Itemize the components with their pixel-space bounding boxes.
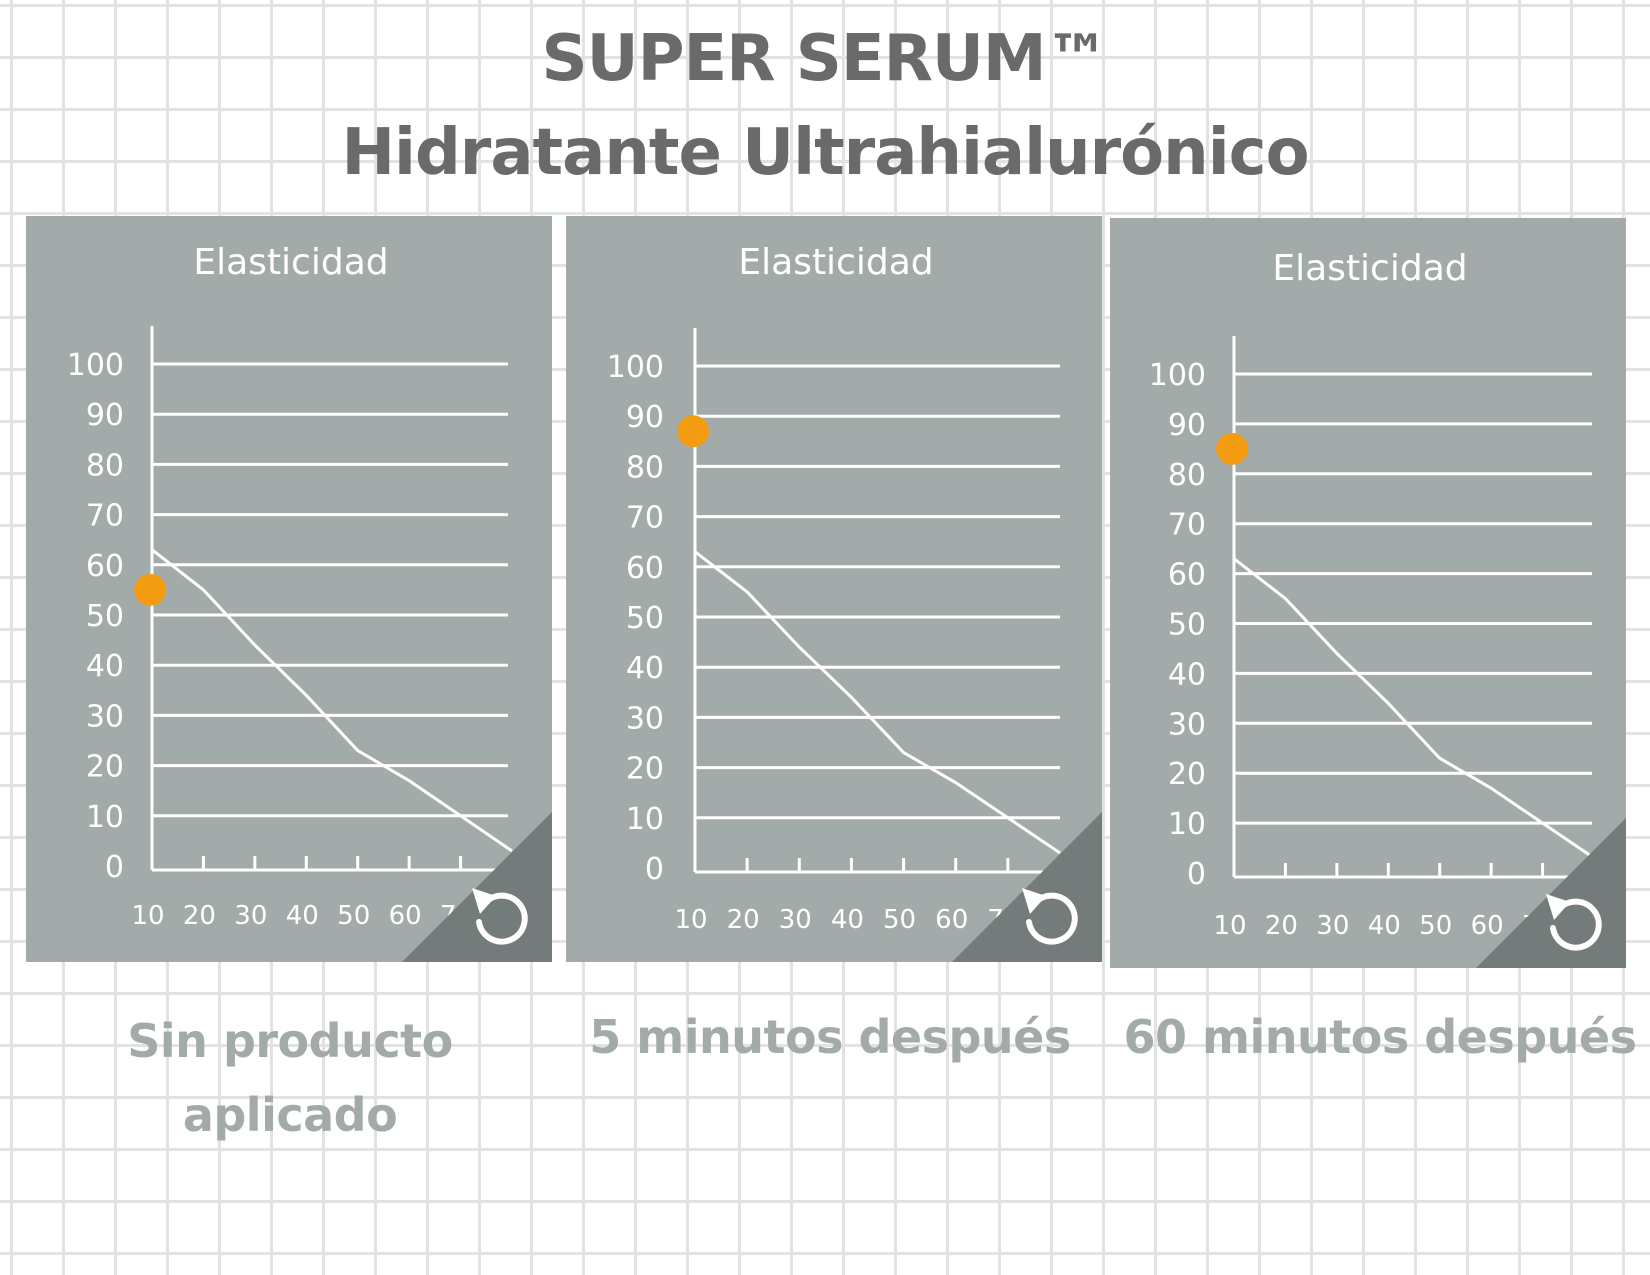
series-line-0 [1233, 557, 1595, 860]
x-tick-label-20: 20 [1265, 911, 1298, 941]
series-line-0 [151, 548, 513, 853]
reset-icon [472, 888, 528, 945]
y-tick-label-100: 100 [67, 348, 124, 383]
y-tick-label-70: 70 [86, 499, 124, 534]
y-tick-label-10: 10 [626, 802, 664, 837]
data-marker [1216, 432, 1248, 465]
reset-icon-arrow [472, 888, 496, 914]
series-line-0 [694, 550, 1061, 855]
y-tick-label-50: 50 [626, 601, 664, 636]
y-tick-label-80: 80 [626, 450, 664, 485]
caption-sin-producto: Sin producto aplicado [127, 1014, 469, 1142]
y-tick-label-20: 20 [1168, 757, 1206, 792]
chart-title: Elasticidad [738, 242, 933, 283]
elasticity-chart: Elasticidad 0 10 20 30 40 50 60 70 80 90 100 10 20 30 4… [607, 242, 1102, 962]
y-tick-label-90: 90 [1168, 408, 1206, 443]
x-tick-label-50: 50 [337, 901, 370, 931]
x-tick-label-30: 30 [1316, 911, 1349, 941]
y-tick-label-0: 0 [645, 852, 664, 887]
y-tick-label-30: 30 [86, 699, 124, 734]
x-tick-label-30: 30 [779, 905, 812, 935]
y-tick-label-50: 50 [1168, 608, 1206, 643]
x-tick-label-20: 20 [183, 901, 216, 931]
page-title: SUPER SERUM™ [541, 22, 1110, 96]
reset-icon-arc [1550, 898, 1602, 951]
page-subtitle: Hidratante Ultrahialurónico [341, 116, 1309, 190]
x-tick-label-60: 60 [935, 905, 968, 935]
y-tick-label-80: 80 [86, 448, 124, 483]
x-tick-label-30: 30 [234, 901, 267, 931]
reset-icon-arc [476, 892, 528, 945]
x-tick-label-40: 40 [286, 901, 319, 931]
y-tick-label-30: 30 [626, 701, 664, 736]
chart-title: Elasticidad [1272, 248, 1467, 289]
x-tick-label-10: 10 [674, 905, 707, 935]
data-marker [677, 415, 709, 448]
y-tick-label-50: 50 [86, 599, 124, 634]
x-tick-label-50: 50 [1419, 911, 1452, 941]
x-tick-label-50: 50 [883, 905, 916, 935]
y-tick-label-0: 0 [1187, 857, 1206, 892]
y-tick-label-10: 10 [86, 800, 124, 835]
y-tick-label-70: 70 [1168, 508, 1206, 543]
y-tick-label-0: 0 [105, 850, 124, 885]
chart-title: Elasticidad [193, 242, 388, 283]
y-tick-label-10: 10 [1168, 807, 1206, 842]
reset-icon [1546, 894, 1602, 951]
caption-5-minutos: 5 minutos después [589, 1010, 1071, 1064]
reset-icon-arrow [1546, 894, 1570, 920]
x-tick-label-10: 10 [131, 901, 164, 931]
data-marker [134, 573, 166, 606]
y-tick-label-80: 80 [1168, 458, 1206, 493]
y-tick-label-100: 100 [607, 350, 664, 385]
chart-panel-60-minutos: Elasticidad 0 10 20 30 40 50 60 70 80 90 100 10 20 30 4… [1110, 218, 1626, 968]
y-tick-label-40: 40 [626, 651, 664, 686]
y-tick-label-90: 90 [626, 400, 664, 435]
reset-icon [1022, 888, 1078, 945]
y-tick-label-20: 20 [86, 750, 124, 785]
y-tick-label-30: 30 [1168, 707, 1206, 742]
reset-icon-arc [1026, 892, 1078, 945]
y-tick-label-100: 100 [1149, 358, 1206, 393]
y-tick-label-70: 70 [626, 501, 664, 536]
y-tick-label-60: 60 [1168, 558, 1206, 593]
y-tick-label-60: 60 [626, 551, 664, 586]
x-tick-label-60: 60 [389, 901, 422, 931]
x-tick-label-10: 10 [1213, 911, 1246, 941]
x-tick-label-60: 60 [1471, 911, 1504, 941]
y-tick-label-20: 20 [626, 752, 664, 787]
y-tick-label-40: 40 [1168, 657, 1206, 692]
corner-triangle [1476, 818, 1626, 968]
caption-60-minutos: 60 minutos después [1123, 1010, 1637, 1064]
corner-triangle [952, 812, 1102, 962]
chart-panel-5-minutos: Elasticidad 0 10 20 30 40 50 60 70 80 90 100 10 20 30 4… [566, 216, 1102, 962]
x-tick-label-40: 40 [831, 905, 864, 935]
x-tick-label-40: 40 [1368, 911, 1401, 941]
y-tick-label-90: 90 [86, 398, 124, 433]
y-tick-label-60: 60 [86, 549, 124, 584]
y-tick-label-40: 40 [86, 649, 124, 684]
corner-triangle [402, 812, 552, 962]
reset-icon-arrow [1022, 888, 1046, 914]
x-tick-label-20: 20 [727, 905, 760, 935]
chart-panel-sin-producto: Elasticidad 0 10 20 30 40 50 60 70 80 90 100 10 20 30 4… [26, 216, 552, 962]
